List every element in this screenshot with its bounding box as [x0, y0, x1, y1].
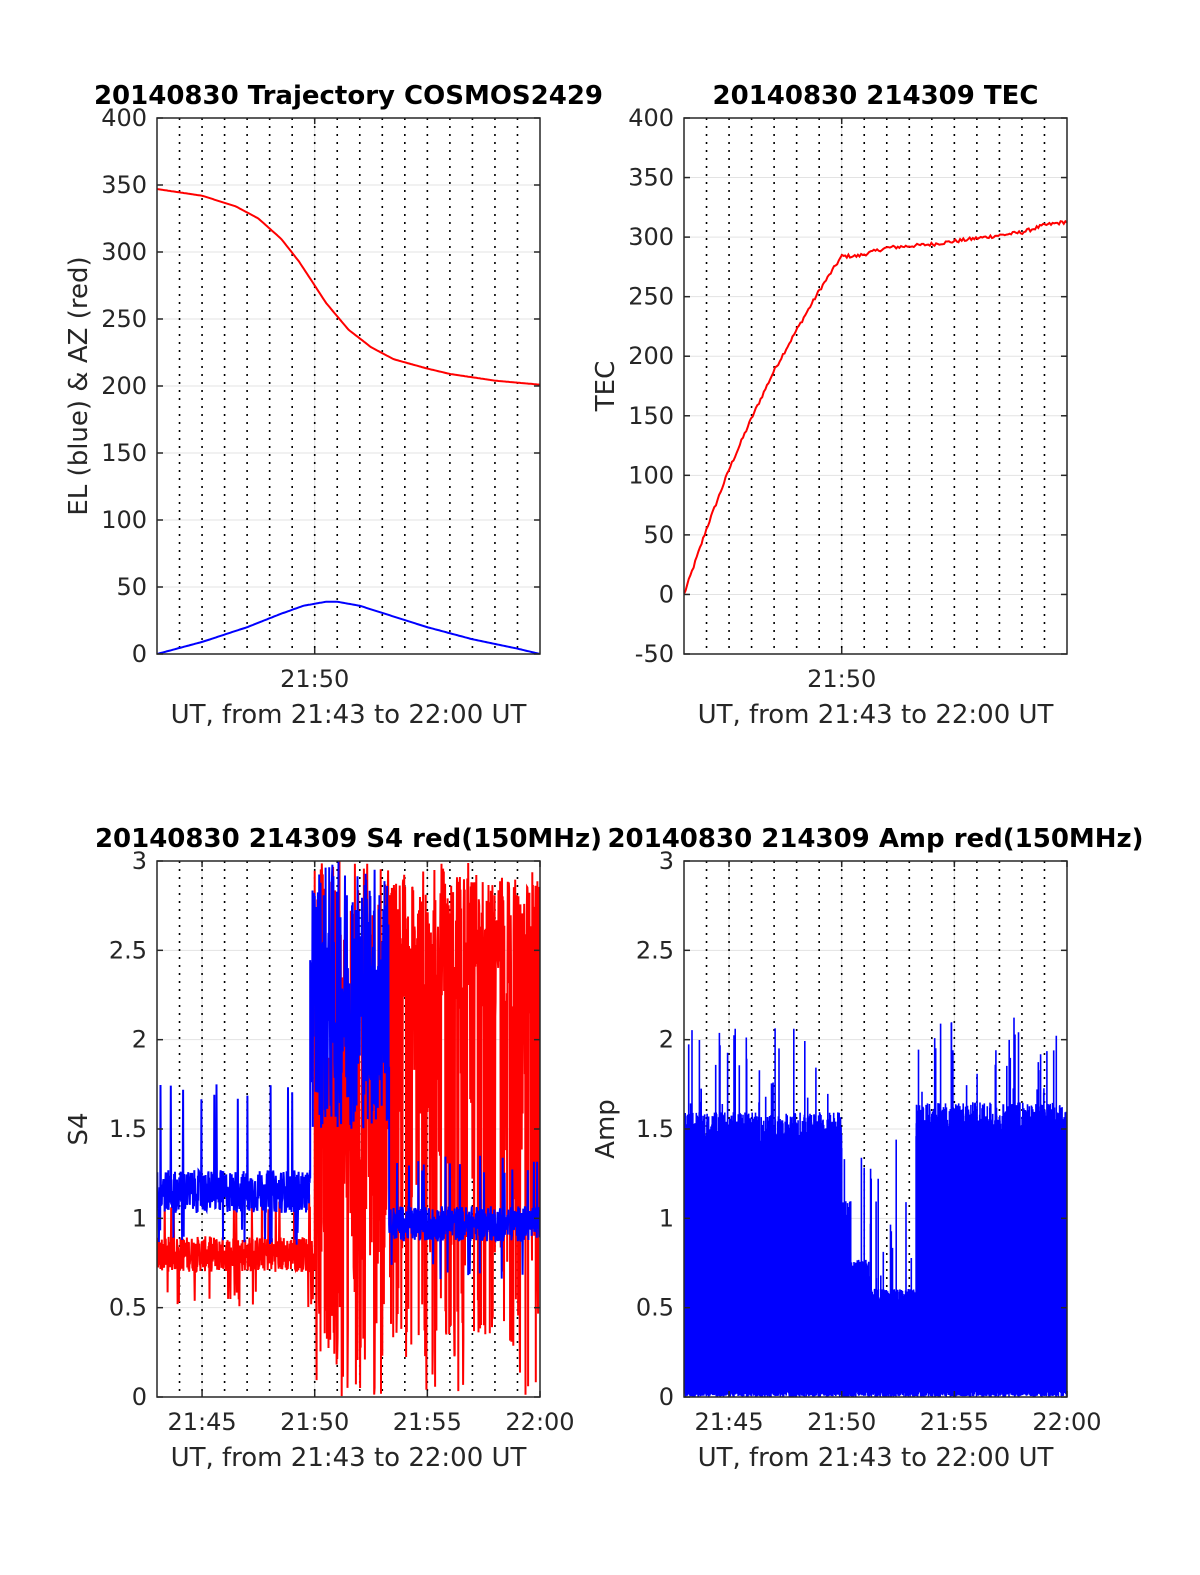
y-axis-label: EL (blue) & AZ (red) — [64, 256, 94, 515]
y-tick-label: 3 — [659, 847, 674, 875]
x-tick-label: 21:50 — [807, 665, 876, 693]
chart-title: 20140830 214309 S4 red(150MHz) — [95, 824, 602, 854]
x-tick-label: 21:45 — [167, 1408, 236, 1436]
chart-trajectory: 0 50 100 150 200 250 300 350 400 21:50 20140830 Tr… — [64, 81, 603, 730]
y-tick-label: 0 — [659, 1383, 674, 1411]
y-tick-label: 250 — [101, 305, 147, 333]
series-group — [684, 219, 1067, 595]
plot-area — [684, 118, 1067, 654]
y-tick-label: 2.5 — [636, 936, 674, 964]
y-tick-label: 400 — [101, 104, 147, 132]
y-tick-label: 350 — [628, 164, 674, 192]
y-tick-label: 3 — [132, 847, 147, 875]
x-tick-label: 21:55 — [393, 1408, 462, 1436]
y-tick-label: 0.5 — [109, 1294, 147, 1322]
chart-tec: -50 0 50 100 150 200 250 300 350 400 21:50 20140830… — [591, 81, 1068, 730]
series-group — [684, 1017, 1067, 1397]
y-tick-label: 150 — [628, 402, 674, 430]
chart-title: 20140830 Trajectory COSMOS2429 — [94, 81, 603, 111]
chart-title: 20140830 214309 TEC — [713, 81, 1039, 111]
y-axis-label: Amp — [591, 1099, 621, 1159]
y-tick-label: 300 — [628, 223, 674, 251]
y-tick-label: 2 — [659, 1026, 674, 1054]
series-group — [157, 861, 540, 1397]
x-tick-label: 21:45 — [694, 1408, 763, 1436]
y-tick-label: 300 — [101, 238, 147, 266]
series-group — [157, 188, 540, 654]
y-tick-label: 50 — [116, 573, 147, 601]
x-axis-label: UT, from 21:43 to 22:00 UT — [698, 700, 1054, 730]
axes-box — [683, 117, 1068, 655]
y-axis-label: S4 — [64, 1112, 94, 1145]
y-tick-label: 1 — [132, 1204, 147, 1232]
series-line-1 — [157, 861, 540, 1280]
y-tick-label: 2.5 — [109, 936, 147, 964]
chart-amp: 0 0.5 1 1.5 2 2.5 3 21:45 21:50 21:55 22:00 2014083… — [591, 824, 1144, 1473]
y-tick-label: 100 — [628, 461, 674, 489]
y-tick-label: 200 — [101, 372, 147, 400]
y-tick-label: 100 — [101, 506, 147, 534]
series-line-0 — [157, 188, 540, 386]
y-tick-label: 350 — [101, 171, 147, 199]
y-tick-label: 1 — [659, 1204, 674, 1232]
y-tick-label: 0 — [659, 580, 674, 608]
series-line-0 — [684, 219, 1067, 595]
x-axis-label: UT, from 21:43 to 22:00 UT — [698, 1443, 1054, 1473]
y-tick-label: 0.5 — [636, 1294, 674, 1322]
x-axis-label: UT, from 21:43 to 22:00 UT — [171, 700, 527, 730]
y-tick-label: 250 — [628, 283, 674, 311]
y-tick-label: 0 — [132, 640, 147, 668]
x-tick-label: 22:00 — [1032, 1408, 1101, 1436]
y-tick-label: 2 — [132, 1026, 147, 1054]
y-tick-label: 1.5 — [109, 1115, 147, 1143]
x-tick-label: 22:00 — [505, 1408, 574, 1436]
y-tick-label: 400 — [628, 104, 674, 132]
x-tick-label: 21:50 — [807, 1408, 876, 1436]
x-tick-label: 21:50 — [280, 1408, 349, 1436]
x-tick-label: 21:55 — [920, 1408, 989, 1436]
y-tick-label: 200 — [628, 342, 674, 370]
series-line-1 — [157, 600, 540, 654]
y-tick-label: 0 — [132, 1383, 147, 1411]
y-axis-label: TEC — [591, 361, 621, 412]
chart-title: 20140830 214309 Amp red(150MHz) — [607, 824, 1143, 854]
y-tick-label: -50 — [635, 640, 674, 668]
series-line-0 — [684, 1017, 1067, 1397]
y-tick-label: 50 — [643, 521, 674, 549]
y-tick-label: 1.5 — [636, 1115, 674, 1143]
x-tick-label: 21:50 — [280, 665, 349, 693]
y-tick-label: 150 — [101, 439, 147, 467]
x-axis-label: UT, from 21:43 to 22:00 UT — [171, 1443, 527, 1473]
chart-s4: 0 0.5 1 1.5 2 2.5 3 21:45 21:50 21:55 22:00 2014083… — [64, 824, 602, 1473]
